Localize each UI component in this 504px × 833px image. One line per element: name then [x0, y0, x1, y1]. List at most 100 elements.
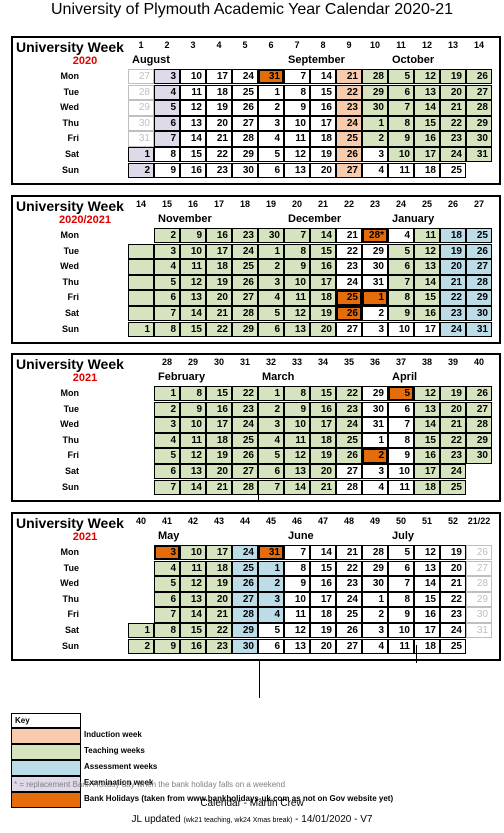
day-cell: 27: [232, 116, 258, 131]
day-cell: 8: [154, 147, 180, 162]
day-cell: 13: [284, 639, 310, 654]
day-cell: 18: [310, 131, 336, 146]
day-cell: 5: [388, 386, 414, 401]
day-cell: 7: [154, 306, 180, 321]
week-number: 34: [310, 357, 336, 367]
day-cell: 25: [232, 433, 258, 448]
month-label: January: [392, 213, 434, 225]
week-number: 51: [414, 516, 440, 526]
day-cell: 20: [206, 464, 232, 479]
day-cell: 30: [466, 448, 492, 463]
day-cell: 13: [284, 322, 310, 337]
day-cell: 19: [440, 244, 466, 259]
week-number: 1: [128, 40, 154, 50]
key-label: Assessment weeks: [84, 762, 157, 771]
day-cell: 9: [180, 402, 206, 417]
day-cell: 13: [414, 259, 440, 274]
week-number: 19: [258, 199, 284, 209]
day-name: Sun: [13, 165, 79, 175]
day-cell: 1: [128, 147, 154, 162]
day-cell: 24: [336, 116, 362, 131]
day-name: Sat: [13, 149, 79, 159]
day-cell: 3: [362, 322, 388, 337]
day-cell: 14: [180, 480, 206, 495]
day-cell: 6: [154, 464, 180, 479]
day-cell: 4: [154, 259, 180, 274]
day-cell: 20: [310, 464, 336, 479]
calendar-section: University Week 2020 1 2 3 4 5 6 7 8 9 10 11 12 13 14 Au…: [11, 36, 501, 185]
day-cell: 16: [414, 448, 440, 463]
day-name: Thu: [13, 594, 79, 604]
day-cell: 4: [362, 163, 388, 178]
day-cell: 25: [232, 561, 258, 576]
day-cell: 7: [388, 576, 414, 591]
day-cell: 5: [154, 100, 180, 115]
credit-line: Calendar - Martin Crew: [0, 798, 504, 809]
day-name: Tue: [13, 246, 79, 256]
day-cell: 23: [336, 576, 362, 591]
week-number: 6: [258, 40, 284, 50]
day-cell: 5: [154, 275, 180, 290]
day-cell: 23: [206, 639, 232, 654]
day-cell: 6: [154, 116, 180, 131]
week-number: 40: [466, 357, 492, 367]
day-cell: 5: [154, 576, 180, 591]
day-cell: 12: [414, 244, 440, 259]
day-cell: 15: [180, 322, 206, 337]
day-cell: 5: [258, 448, 284, 463]
key-row: Induction week: [11, 728, 502, 744]
replacement-holiday-note: * = replacement Bank Holiday day when th…: [14, 780, 285, 789]
day-cell: 30: [466, 607, 492, 622]
day-cell: 27: [128, 69, 154, 84]
day-cell: 10: [388, 147, 414, 162]
section-label: University Week: [16, 39, 124, 55]
day-cell: 23: [232, 402, 258, 417]
day-cell: 19: [310, 306, 336, 321]
day-cell: 8: [388, 433, 414, 448]
day-cell: 21: [206, 607, 232, 622]
week-number: 26: [440, 199, 466, 209]
week-number: 25: [414, 199, 440, 209]
day-cell: 27: [336, 639, 362, 654]
week-number: 32: [258, 357, 284, 367]
day-cell: 19: [310, 623, 336, 638]
day-cell: 3: [258, 417, 284, 432]
day-cell: 20: [310, 639, 336, 654]
month-label: July: [392, 530, 414, 542]
week-number: 40: [128, 516, 154, 526]
week-number: 10: [362, 40, 388, 50]
week-number: 14: [128, 199, 154, 209]
day-cell: 28: [466, 576, 492, 591]
day-cell: 11: [180, 85, 206, 100]
day-cell: 31: [128, 131, 154, 146]
day-cell: 13: [414, 402, 440, 417]
day-cell: 12: [284, 623, 310, 638]
day-name: Thu: [13, 435, 79, 445]
day-cell: 29: [232, 623, 258, 638]
day-cell: 16: [180, 163, 206, 178]
week-number: 45: [258, 516, 284, 526]
day-cell: 26: [232, 576, 258, 591]
day-cell: 2: [362, 131, 388, 146]
day-cell: 27: [466, 259, 492, 274]
day-cell: 17: [414, 147, 440, 162]
day-cell: 26: [466, 545, 492, 560]
month-label: March: [262, 371, 294, 383]
day-name: Tue: [13, 404, 79, 414]
day-cell: 1: [258, 244, 284, 259]
day-cell: 18: [206, 561, 232, 576]
day-name: Thu: [13, 277, 79, 287]
day-cell: 2: [362, 448, 388, 463]
day-cell: 19: [440, 69, 466, 84]
day-cell: 16: [206, 402, 232, 417]
day-cell: 19: [440, 545, 466, 560]
day-cell: 18: [414, 639, 440, 654]
day-cell: 2: [154, 228, 180, 243]
day-cell: 1: [154, 386, 180, 401]
day-cell: 28: [362, 69, 388, 84]
day-cell: 9: [388, 306, 414, 321]
day-cell: 20: [440, 85, 466, 100]
day-cell: 6: [258, 464, 284, 479]
day-cell: 24: [232, 69, 258, 84]
week-number: 41: [154, 516, 180, 526]
